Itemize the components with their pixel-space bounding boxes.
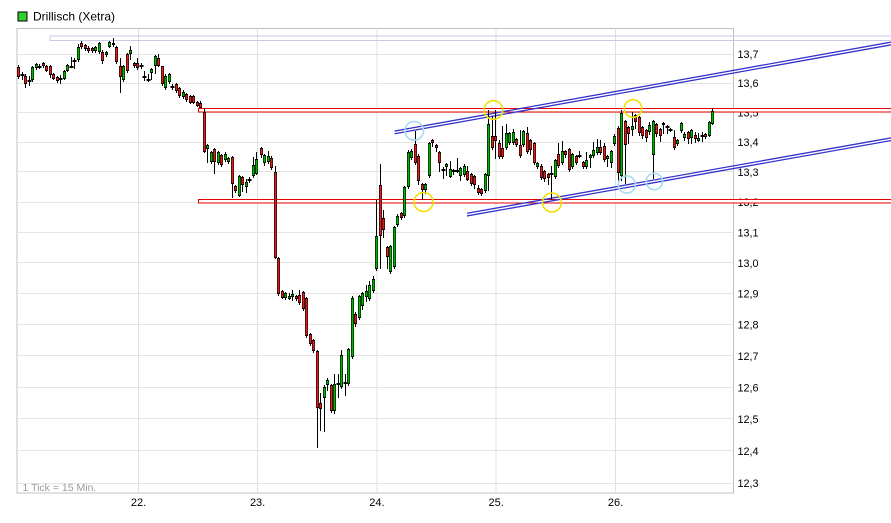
svg-text:12,4: 12,4 [738, 446, 759, 458]
svg-text:25.: 25. [489, 497, 504, 509]
svg-text:1 Tick = 15 Min.: 1 Tick = 15 Min. [23, 482, 97, 494]
svg-text:13,4: 13,4 [738, 137, 759, 149]
svg-text:12,3: 12,3 [738, 478, 759, 490]
svg-text:26.: 26. [608, 497, 623, 509]
svg-text:13,6: 13,6 [738, 78, 759, 90]
svg-text:12,7: 12,7 [738, 351, 759, 363]
svg-text:22.: 22. [131, 497, 146, 509]
svg-text:13,1: 13,1 [738, 227, 759, 239]
svg-text:12,9: 12,9 [738, 289, 759, 301]
svg-text:12,8: 12,8 [738, 320, 759, 332]
svg-text:13,3: 13,3 [738, 167, 759, 179]
svg-text:13,7: 13,7 [738, 49, 759, 61]
svg-text:24.: 24. [369, 497, 384, 509]
svg-text:23.: 23. [250, 497, 265, 509]
svg-text:12,5: 12,5 [738, 414, 759, 426]
svg-text:13,0: 13,0 [738, 258, 759, 270]
svg-text:12,6: 12,6 [738, 382, 759, 394]
svg-text:Drillisch (Xetra): Drillisch (Xetra) [33, 10, 115, 24]
